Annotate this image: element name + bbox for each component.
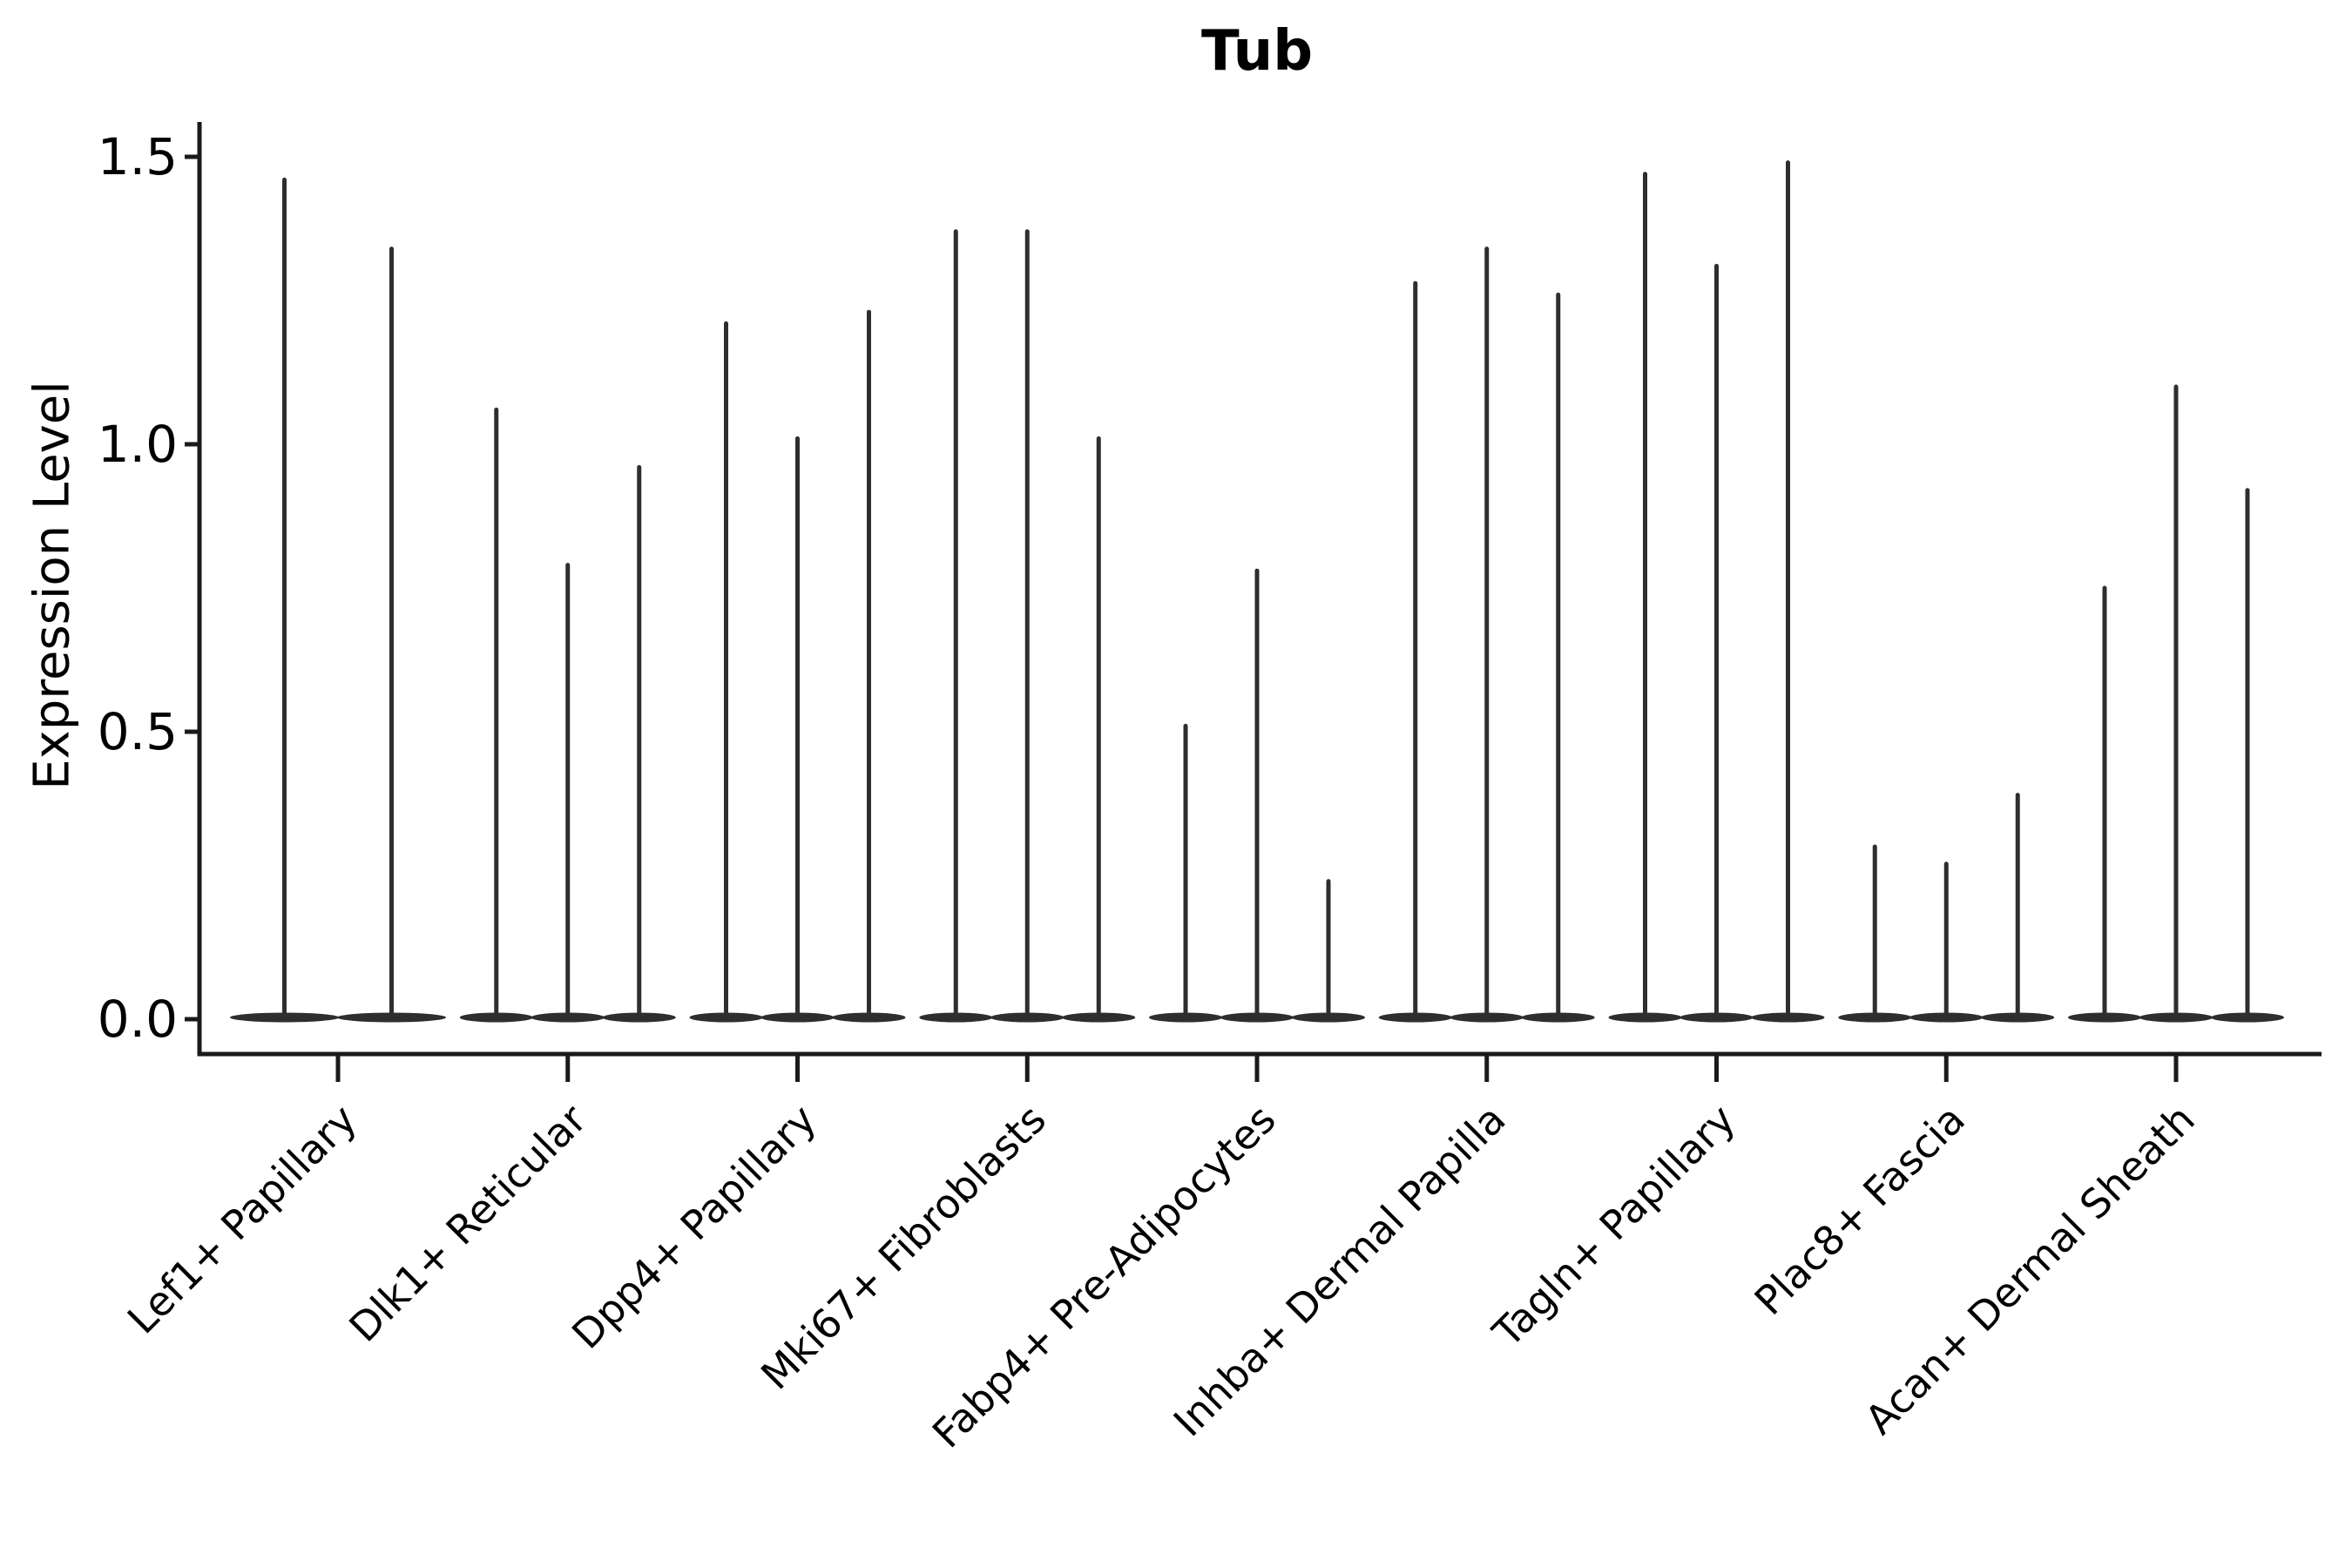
x-tick-label: Tagln+ Papillary [1484, 1096, 1745, 1357]
x-tick-label: Dlk1+ Reticular [340, 1096, 595, 1351]
y-tick-label: 1.0 [98, 415, 178, 474]
x-tick-label: Plac8+ Fascia [1746, 1096, 1974, 1324]
y-tick-label: 1.5 [98, 127, 178, 186]
x-tick-label: Dpp4+ Papillary [563, 1096, 825, 1358]
x-tick-label: Lef1+ Papillary [118, 1096, 366, 1343]
y-tick-label: 0.0 [98, 990, 178, 1049]
chart-title: Tub [1201, 19, 1313, 84]
y-tick-label: 0.5 [98, 702, 178, 761]
